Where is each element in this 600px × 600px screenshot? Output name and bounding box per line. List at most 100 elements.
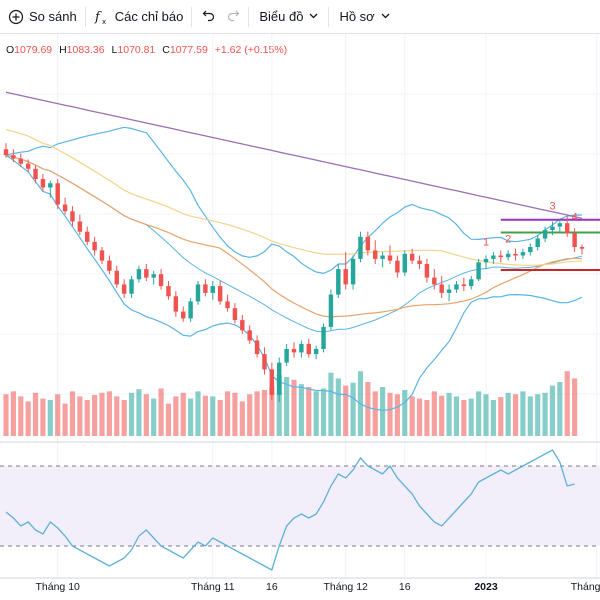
toolbar-divider xyxy=(248,6,250,27)
high-value: 1083.36 xyxy=(66,44,105,56)
volume-bar xyxy=(77,396,83,436)
open-key: O xyxy=(6,44,15,56)
candle-body xyxy=(402,253,407,273)
candle-body xyxy=(550,226,555,230)
candle-body xyxy=(269,369,275,395)
redo-icon xyxy=(226,8,240,25)
volume-bar xyxy=(165,403,172,436)
candle-body xyxy=(85,231,90,242)
undo-icon xyxy=(202,8,216,25)
candle-body xyxy=(469,279,474,287)
candle-body xyxy=(365,236,371,251)
candle-body xyxy=(513,253,518,256)
candle-body xyxy=(210,286,215,293)
x-axis-tick-label: Tháng 2 xyxy=(571,581,600,593)
chart-menu-label: Biểu đồ xyxy=(259,9,304,24)
candle-body xyxy=(203,284,208,293)
toolbar-divider xyxy=(84,6,86,27)
redo-button[interactable] xyxy=(221,0,248,34)
candle-body xyxy=(33,168,38,179)
chart-menu-button[interactable]: Biểu đồ xyxy=(249,0,328,34)
volume-bar xyxy=(99,392,105,436)
volume-bar xyxy=(217,400,223,436)
candle-body xyxy=(262,354,267,370)
candle-body xyxy=(195,284,201,302)
candle-body xyxy=(336,269,341,295)
volume-bar xyxy=(173,396,179,436)
candle-body xyxy=(107,260,112,271)
volume-bar xyxy=(468,398,474,436)
volume-bar xyxy=(328,372,334,436)
volume-bar xyxy=(84,400,90,436)
volume-bar xyxy=(180,392,186,436)
candle-body xyxy=(313,349,319,355)
volume-bar xyxy=(313,391,319,436)
volume-bar xyxy=(55,394,61,436)
chevron-down-icon xyxy=(309,11,318,23)
compare-button[interactable]: So sánh xyxy=(0,0,85,34)
candle-body xyxy=(70,211,75,222)
candle-body xyxy=(181,311,186,319)
volume-bar xyxy=(210,396,216,436)
change-value: +1.62 (+0.15%) xyxy=(214,44,288,56)
volume-bar xyxy=(10,391,16,436)
candle-body xyxy=(277,362,282,395)
volume-bar xyxy=(512,394,519,436)
candle-body xyxy=(461,284,467,287)
volume-bar xyxy=(269,385,275,436)
volume-bar xyxy=(402,389,408,436)
volume-bar xyxy=(564,371,570,436)
volume-bar xyxy=(232,392,238,436)
volume-bar xyxy=(128,392,135,436)
candle-body xyxy=(491,255,496,259)
volume-bar xyxy=(3,394,9,436)
volume-bar xyxy=(424,400,430,436)
candle-body xyxy=(151,274,156,278)
candle-body xyxy=(114,270,119,285)
volume-bar xyxy=(380,387,386,436)
price-chart[interactable]: 1 2 3 4 Tháng 10 Tháng 11 16 Tháng 12 16 2023 Thán… xyxy=(0,34,600,600)
candle-body xyxy=(166,286,171,297)
volume-bar xyxy=(416,398,423,436)
candle-body xyxy=(520,252,526,256)
low-value: 1070.81 xyxy=(117,44,156,56)
volume-bar xyxy=(520,391,526,436)
volume-bar xyxy=(224,391,231,436)
volume-bar xyxy=(69,391,76,436)
profile-menu-button[interactable]: Hồ sơ xyxy=(329,0,399,34)
candle-body xyxy=(542,230,548,239)
candle-body xyxy=(417,260,422,264)
volume-bar xyxy=(306,387,312,436)
volume-bar xyxy=(121,400,127,436)
volume-bar xyxy=(32,392,39,436)
volume-bar xyxy=(47,400,53,436)
volume-bar xyxy=(284,376,290,436)
candle-body xyxy=(483,258,489,263)
candle-body xyxy=(572,233,577,247)
undo-button[interactable] xyxy=(192,0,221,34)
volume-bar xyxy=(439,395,445,436)
candle-body xyxy=(247,330,252,341)
candle-body xyxy=(18,158,23,164)
volume-bar xyxy=(320,388,327,436)
volume-bar xyxy=(365,382,371,436)
volume-bar xyxy=(158,388,164,436)
volume-bar xyxy=(291,379,297,436)
candle-body xyxy=(284,349,289,363)
candle-body xyxy=(55,183,60,205)
volume-bar xyxy=(461,400,467,436)
volume-bar xyxy=(431,391,437,436)
candle-body xyxy=(99,250,105,261)
volume-bar xyxy=(490,400,496,436)
candle-body xyxy=(173,296,179,312)
volume-bar xyxy=(350,382,356,436)
candle-body xyxy=(144,269,149,278)
x-axis-tick-label: 16 xyxy=(266,581,278,593)
candle-body xyxy=(321,326,326,349)
candle-body xyxy=(380,255,385,259)
volume-bar xyxy=(261,389,268,436)
toolbar-divider xyxy=(191,6,193,27)
volume-bar xyxy=(62,403,68,436)
